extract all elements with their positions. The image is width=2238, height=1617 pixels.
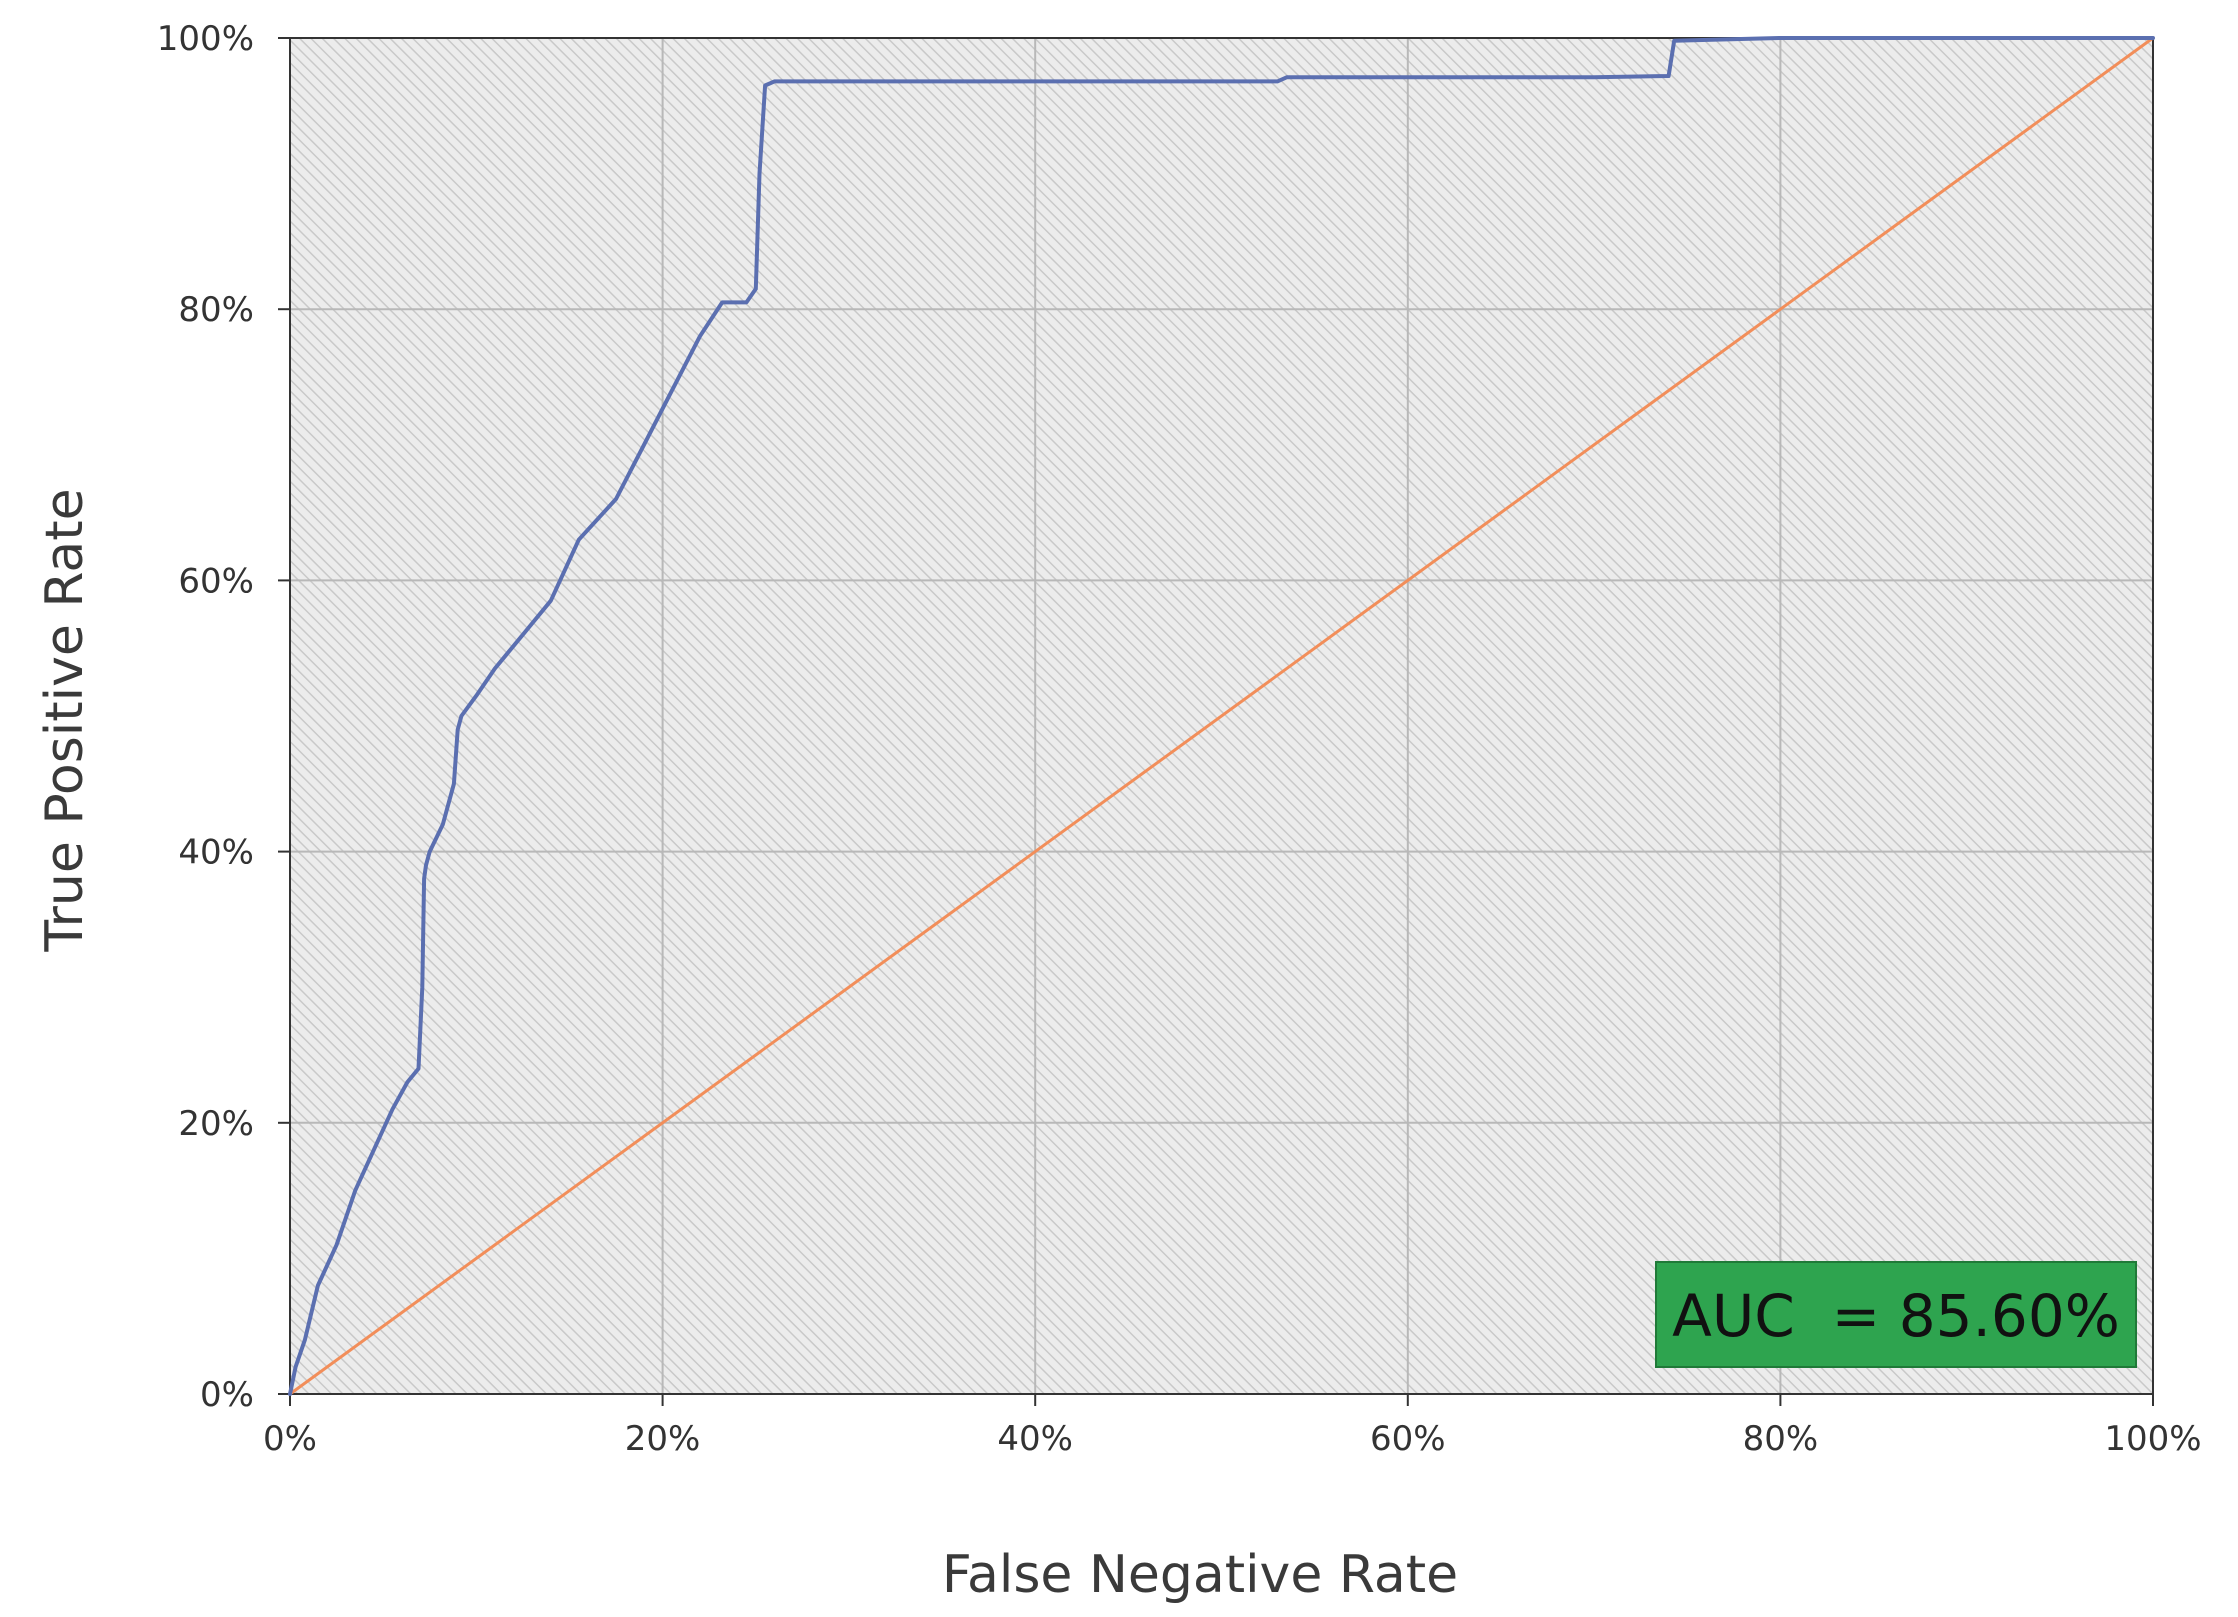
- x-tick-label: 100%: [2104, 1419, 2201, 1459]
- x-tick-label: 40%: [997, 1419, 1073, 1459]
- x-tick-label: 20%: [625, 1419, 701, 1459]
- y-tick-label: 0%: [200, 1375, 254, 1415]
- x-tick-label: 0%: [263, 1419, 317, 1459]
- x-axis-title: False Negative Rate: [942, 1545, 1458, 1605]
- y-tick-label: 80%: [178, 290, 254, 330]
- y-tick-label: 100%: [157, 19, 254, 59]
- auc-label: AUC = 85.60%: [1672, 1282, 2120, 1350]
- y-axis-title: True Positive Rate: [35, 488, 95, 952]
- x-tick-label: 80%: [1743, 1419, 1819, 1459]
- x-tick-label: 60%: [1370, 1419, 1446, 1459]
- diagonal-reference-line: [288, 36, 2155, 1396]
- plot-frame: [289, 37, 2154, 1395]
- axis-ticks: 0% 20% 40% 60% 80% 100% 0% 20% 40% 60% 80% 100%: [157, 19, 2202, 1459]
- roc-curve-line: [288, 36, 2155, 1396]
- y-tick-label: 40%: [178, 833, 254, 873]
- series-lines: [288, 36, 2155, 1396]
- y-tick-label: 60%: [178, 561, 254, 601]
- auc-annotation: AUC = 85.60%: [1655, 1261, 2137, 1368]
- y-tick-label: 20%: [178, 1104, 254, 1144]
- grid-lines: [290, 38, 2153, 1394]
- auc-box: [1655, 1261, 2137, 1368]
